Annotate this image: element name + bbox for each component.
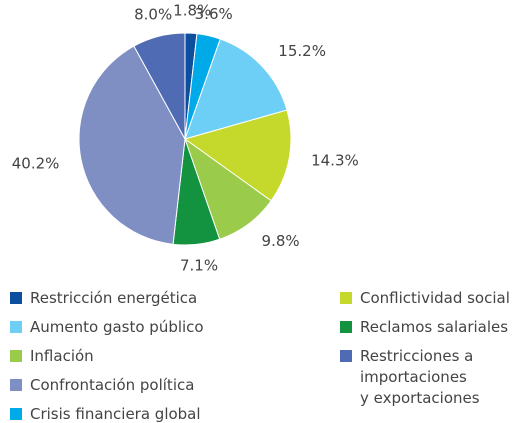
value-label: 7.1% (180, 257, 218, 275)
legend-label: Aumento gasto público (30, 318, 204, 336)
value-label: 40.2% (12, 154, 60, 172)
legend-label: Confrontación política (30, 376, 195, 394)
value-label: 3.6% (195, 5, 233, 23)
legend-label: Restricciones a importaciones y exportac… (360, 347, 480, 407)
value-label: 1.8% (173, 2, 211, 20)
legend-label: Inflación (30, 347, 94, 365)
pie-area: 1.8%3.6% 15.2% 14.3% 9.8% 7.1% 40.2% 8.0% (12, 2, 359, 275)
legend-swatch (340, 321, 352, 333)
legend-label: Crisis financiera global (30, 405, 201, 423)
value-label: 9.8% (262, 232, 300, 250)
value-label: 8.0% (134, 6, 172, 24)
legend-swatch (10, 321, 22, 333)
pie-slice (183, 109, 292, 202)
legend-swatch (10, 408, 22, 420)
pie-slice (133, 32, 186, 140)
legend-label: Conflictividad social (360, 289, 510, 307)
pie-slice (184, 38, 288, 140)
legend-label: Restricción energética (30, 289, 198, 307)
legend-swatch (340, 292, 352, 304)
legend-swatch (340, 350, 352, 362)
legend-label: Reclamos salariales (360, 318, 509, 336)
legend-swatch (10, 379, 22, 391)
legend-swatch (10, 292, 22, 304)
pie-slice (78, 45, 186, 245)
value-label: 14.3% (311, 152, 359, 170)
legend-swatch (10, 350, 22, 362)
value-label: 15.2% (278, 42, 326, 60)
